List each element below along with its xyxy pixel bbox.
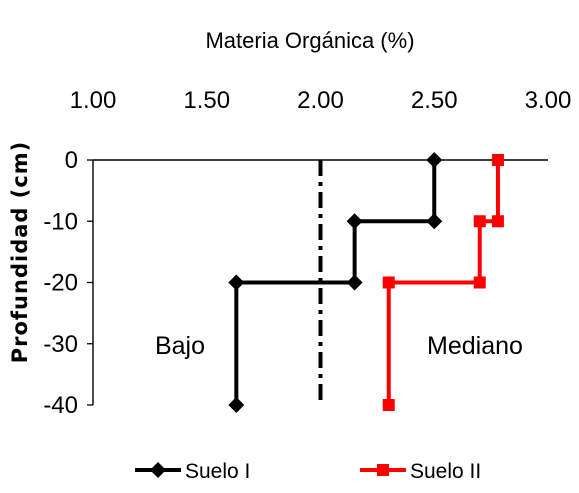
y-tick-label: -30: [43, 331, 78, 358]
x-tick-label: 2.50: [411, 87, 458, 114]
data-point: [228, 274, 245, 291]
y-tick-labels: 0 -10 -20 -30 -40: [43, 147, 78, 419]
y-tick-label: -10: [43, 208, 78, 235]
chart-title: Materia Orgánica (%): [205, 28, 414, 53]
data-point: [473, 276, 486, 289]
legend-marker: [377, 464, 389, 476]
legend-label: Suelo I: [185, 460, 250, 483]
legend-marker: [150, 462, 166, 478]
data-point: [426, 152, 443, 168]
series-layer: [228, 152, 504, 413]
data-point: [491, 154, 504, 166]
legend: Suelo I Suelo II: [135, 460, 481, 483]
data-point: [426, 213, 443, 230]
x-tick-label: 1.50: [183, 87, 230, 114]
data-point: [382, 276, 395, 289]
y-axis-label: Profundidad (cm): [8, 141, 32, 364]
x-tick-label: 3.00: [525, 87, 572, 114]
data-point: [228, 397, 245, 413]
data-point: [346, 213, 363, 230]
x-tick-labels: 1.00 1.50 2.00 2.50 3.00: [70, 87, 572, 114]
data-point: [346, 274, 363, 291]
y-tick-label: -40: [43, 392, 78, 419]
data-point: [473, 215, 486, 228]
region-label-mediano: Mediano: [427, 332, 523, 360]
x-tick-label: 1.00: [70, 87, 117, 114]
data-point: [491, 215, 504, 228]
series-suelo-ii: [382, 154, 504, 411]
region-label-bajo: Bajo: [155, 332, 205, 360]
legend-item: Suelo II: [360, 460, 481, 483]
series-line: [386, 160, 500, 405]
y-tick-label: 0: [65, 147, 78, 174]
legend-item: Suelo I: [135, 460, 250, 483]
y-tick-label: -20: [43, 270, 78, 297]
series-line: [234, 160, 437, 405]
legend-label: Suelo II: [410, 460, 481, 483]
x-tick-label: 2.00: [297, 87, 344, 114]
data-point: [382, 399, 395, 411]
series-suelo-i: [228, 152, 443, 413]
